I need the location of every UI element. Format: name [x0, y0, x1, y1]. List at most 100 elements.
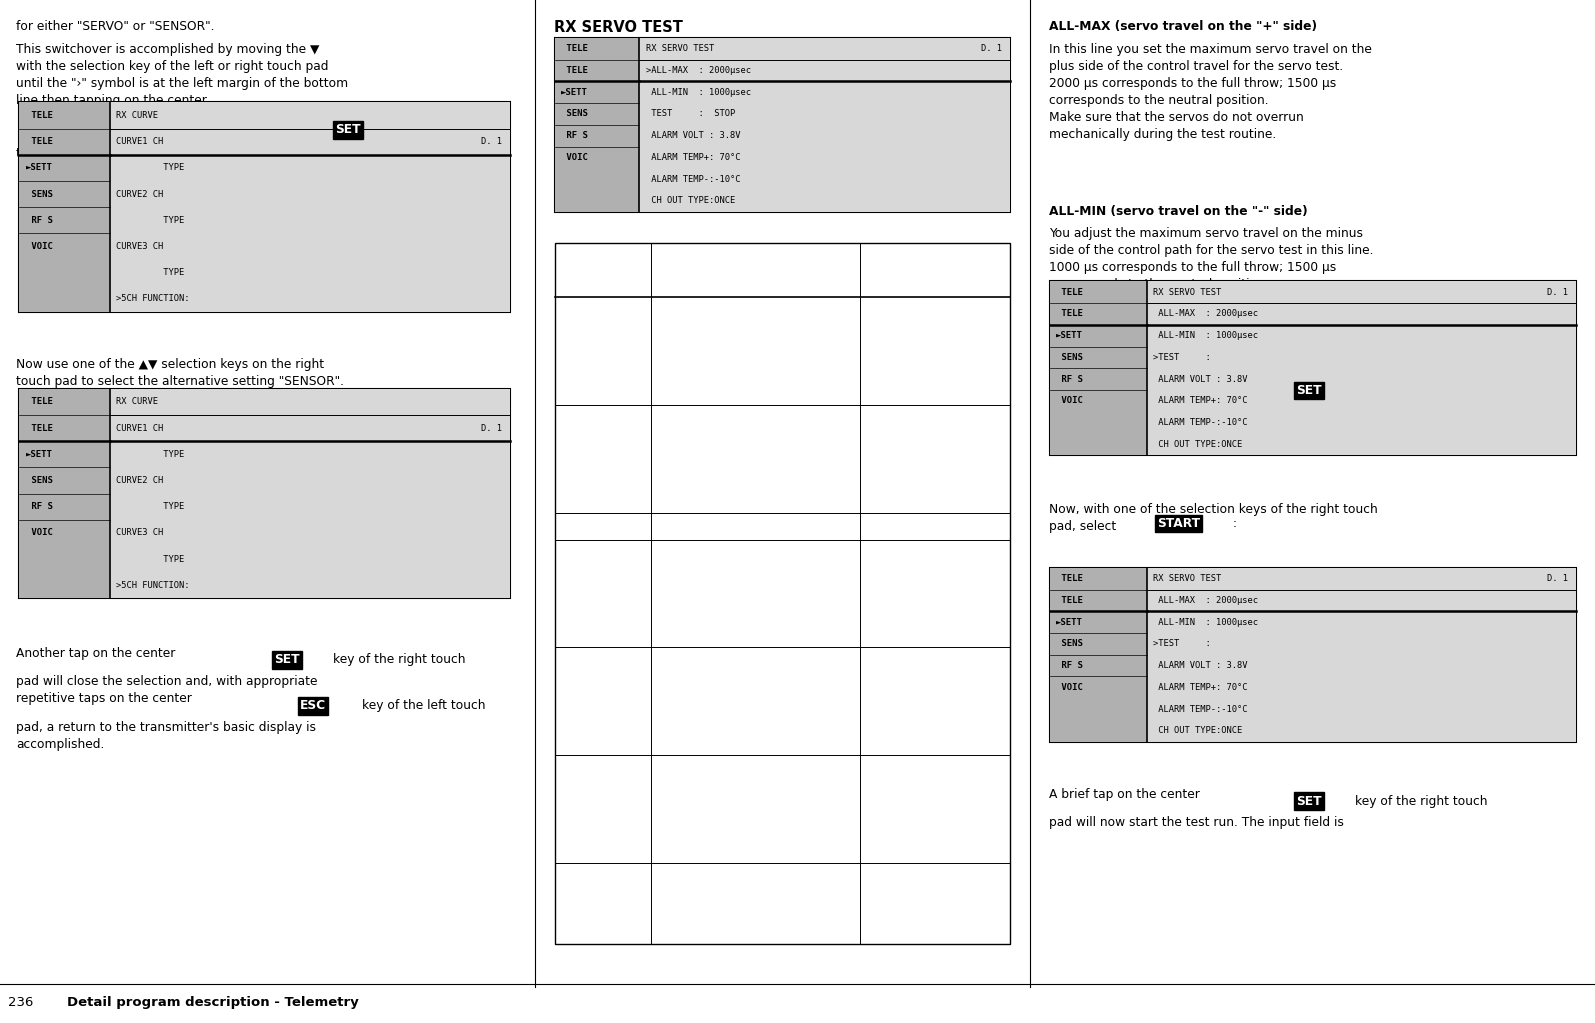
Text: key of the right touch: key of the right touch: [333, 654, 466, 666]
Text: RX CURVE: RX CURVE: [116, 110, 158, 120]
Text: key of the right touch: key of the right touch: [1354, 795, 1488, 807]
Text: ALL-MIN (servo travel on the "-" side): ALL-MIN (servo travel on the "-" side): [1050, 205, 1308, 218]
Text: ALL-MAX: ALL-MAX: [563, 344, 614, 357]
Text: ALARM
TEMP+: ALARM TEMP+: [563, 687, 605, 715]
Text: RF S: RF S: [561, 131, 589, 140]
Text: RF S: RF S: [26, 502, 53, 512]
Text: TELE: TELE: [1056, 287, 1083, 297]
Text: Alarm threshold for
excessively high
temperature of the
receiver: Alarm threshold for excessively high tem…: [659, 672, 774, 730]
Text: Explanation: Explanation: [659, 264, 737, 276]
Text: ALL-MIN  : 1000μsec: ALL-MIN : 1000μsec: [1153, 331, 1258, 341]
Text: Alarm threshold
of the receiver
undervoltage
warning: Alarm threshold of the receiver undervol…: [659, 565, 753, 622]
Bar: [19, 102, 110, 312]
Text: SET: SET: [274, 654, 300, 666]
Bar: [110, 389, 510, 598]
Bar: [19, 389, 110, 598]
Text: ALARM TEMP-:-10°C: ALARM TEMP-:-10°C: [1153, 418, 1247, 428]
Text: ALARM VOLT : 3.8V: ALARM VOLT : 3.8V: [1153, 661, 1247, 670]
Text: -20 … +10°C

Factory setting:
-10°C: -20 … +10°C Factory setting: -10°C: [868, 781, 960, 838]
Text: touch pad.: touch pad.: [16, 147, 81, 161]
Text: VOIC: VOIC: [1056, 396, 1083, 405]
Text: ►SETT: ►SETT: [26, 164, 53, 172]
Text: ALARM TEMP+: 70°C: ALARM TEMP+: 70°C: [1153, 396, 1247, 405]
Text: 3.0 … 6.0 V
factory setting:
3.8 V: 3.0 … 6.0 V factory setting: 3.8 V: [868, 572, 959, 615]
Text: ALARM
TEMP–: ALARM TEMP–: [563, 795, 605, 824]
Text: CURVE2 CH: CURVE2 CH: [116, 189, 164, 198]
Text: 236: 236: [8, 996, 33, 1009]
Text: In this line you set the maximum servo travel on the
plus side of the control tr: In this line you set the maximum servo t…: [1050, 43, 1372, 141]
Text: for either "SERVO" or "SENSOR".: for either "SERVO" or "SENSOR".: [16, 20, 214, 34]
Text: :: :: [1233, 518, 1236, 530]
Text: ►SETT: ►SETT: [26, 450, 53, 458]
Text: SENS: SENS: [561, 109, 589, 119]
Text: TELE: TELE: [26, 397, 53, 406]
Text: ALL-MAX  : 2000μsec: ALL-MAX : 2000μsec: [1153, 309, 1258, 318]
Text: ALL-MIN  : 1000μsec: ALL-MIN : 1000μsec: [646, 88, 751, 97]
Text: VOIC: VOIC: [561, 152, 589, 162]
Text: ALARM VOLT : 3.8V: ALARM VOLT : 3.8V: [1153, 374, 1247, 384]
Text: CURVE3 CH: CURVE3 CH: [116, 242, 164, 251]
Text: SENS: SENS: [1056, 353, 1083, 362]
Text: D. 1: D. 1: [1547, 574, 1568, 583]
Bar: [1147, 568, 1576, 742]
Text: CURVE3 CH: CURVE3 CH: [116, 529, 164, 537]
Text: RX SERVO TEST: RX SERVO TEST: [646, 44, 715, 53]
Text: key of the right: key of the right: [394, 124, 488, 136]
Text: ►SETT: ►SETT: [1056, 331, 1083, 341]
Text: Alarm threshold
for excessively low
temperature of the
receiver: Alarm threshold for excessively low temp…: [659, 781, 772, 838]
Text: RX CURVE: RX CURVE: [116, 397, 158, 406]
Text: >TEST     :: >TEST :: [1153, 353, 1222, 362]
Text: ALARM TEMP-:-10°C: ALARM TEMP-:-10°C: [1153, 705, 1247, 714]
Text: CURVE1 CH: CURVE1 CH: [116, 137, 164, 146]
Text: CURVE2 CH: CURVE2 CH: [116, 476, 164, 485]
Bar: [555, 243, 1010, 944]
Text: 1500 … 2000 µs: 1500 … 2000 µs: [868, 344, 963, 357]
Text: ALARM VOLT : 3.8V: ALARM VOLT : 3.8V: [646, 131, 740, 140]
Text: TEST: TEST: [1050, 327, 1083, 341]
Text: ONCE, SAME,
SUMI, SUMO: ONCE, SAME, SUMI, SUMO: [868, 890, 946, 918]
Bar: [1147, 281, 1576, 455]
Text: D. 1: D. 1: [482, 137, 502, 146]
Text: Value: Value: [563, 264, 600, 276]
Text: VOIC: VOIC: [26, 529, 53, 537]
Text: You start and stop the servo test integrated in the
receivers in this line.
A br: You start and stop the servo test integr…: [1050, 350, 1356, 397]
Text: You adjust the maximum servo travel on the minus
side of the control path for th: You adjust the maximum servo travel on t…: [1050, 227, 1373, 292]
Text: RX SERVO TEST: RX SERVO TEST: [555, 20, 683, 36]
Text: ALARM TEMP+: 70°C: ALARM TEMP+: 70°C: [646, 152, 740, 162]
Text: D. 1: D. 1: [1547, 287, 1568, 297]
Text: Now use one of the ▲▼ selection keys on the right
touch pad to select the altern: Now use one of the ▲▼ selection keys on …: [16, 358, 345, 388]
Text: >TEST     :: >TEST :: [1153, 639, 1222, 649]
Text: This switchover is accomplished by moving the ▼
with the selection key of the le: This switchover is accomplished by movin…: [16, 43, 348, 107]
Text: ►SETT: ►SETT: [1056, 618, 1083, 627]
Text: TELE: TELE: [1056, 309, 1083, 318]
Text: 50 … 80°C

Factory setting:
70°C: 50 … 80°C Factory setting: 70°C: [868, 672, 960, 730]
Text: ALARM TEMP-:-10°C: ALARM TEMP-:-10°C: [646, 175, 740, 184]
Text: RX SERVO TEST: RX SERVO TEST: [1153, 287, 1222, 297]
Text: Test procedure: Test procedure: [659, 520, 745, 533]
Text: >5CH FUNCTION:: >5CH FUNCTION:: [116, 295, 190, 304]
Text: pad, a return to the transmitter's basic display is
accomplished.: pad, a return to the transmitter's basic…: [16, 721, 316, 751]
Text: ALL-MIN  : 1000μsec: ALL-MIN : 1000μsec: [1153, 618, 1258, 627]
Bar: [555, 38, 1010, 212]
Text: SET: SET: [1295, 385, 1322, 397]
Text: key of the right touch: key of the right touch: [1354, 385, 1488, 397]
Text: TEST: TEST: [563, 520, 592, 533]
Text: ALL-MAX (servo travel on the "+" side): ALL-MAX (servo travel on the "+" side): [1050, 20, 1317, 34]
Text: TELE: TELE: [26, 137, 53, 146]
Text: SENS: SENS: [26, 476, 53, 485]
Bar: [1050, 281, 1576, 455]
Text: ESC: ESC: [300, 700, 325, 712]
Text: TELE: TELE: [26, 424, 53, 433]
Text: ALARM TEMP+: 70°C: ALARM TEMP+: 70°C: [1153, 682, 1247, 692]
Text: pad will open the entry field:: pad will open the entry field:: [1050, 406, 1225, 419]
Text: key of the left touch: key of the left touch: [362, 700, 485, 712]
Bar: [640, 38, 1010, 212]
Text: D. 1: D. 1: [981, 44, 1002, 53]
Text: ALARM
VOLT: ALARM VOLT: [563, 579, 605, 608]
Text: Servo travel on the
"-" side for all servo
outputs for the
servo test: Servo travel on the "-" side for all ser…: [659, 430, 775, 488]
Text: A brief tap on the center: A brief tap on the center: [1050, 788, 1199, 801]
Text: TYPE: TYPE: [116, 450, 185, 458]
Bar: [1050, 281, 1147, 455]
Text: TEST     :  STOP: TEST : STOP: [646, 109, 735, 119]
Text: Another tap on the center: Another tap on the center: [16, 647, 175, 660]
